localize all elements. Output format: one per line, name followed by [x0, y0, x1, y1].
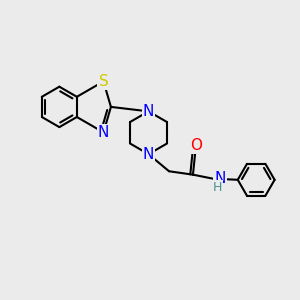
Text: N: N: [98, 125, 109, 140]
Text: O: O: [190, 138, 202, 153]
Text: N: N: [143, 147, 154, 162]
Text: S: S: [99, 74, 108, 89]
Text: N: N: [214, 171, 226, 186]
Text: H: H: [212, 181, 222, 194]
Text: N: N: [143, 104, 154, 119]
